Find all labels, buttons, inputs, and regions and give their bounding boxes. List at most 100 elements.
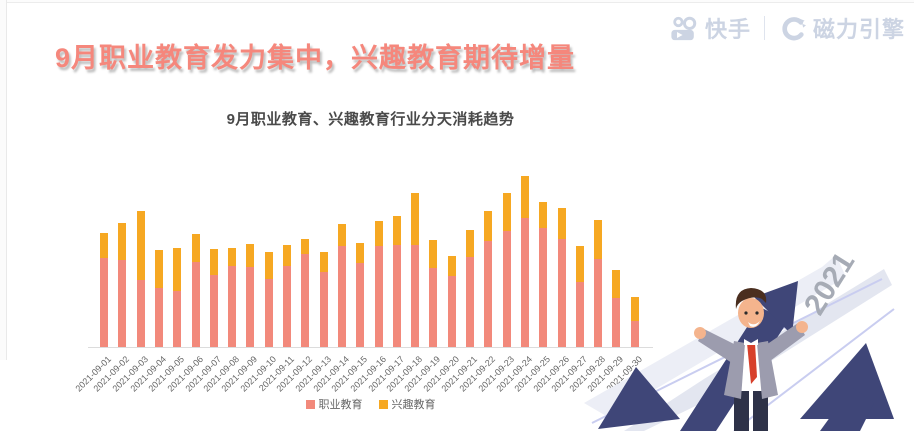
bar-segment bbox=[374, 246, 383, 347]
bar-segment bbox=[173, 248, 182, 291]
legend-item: 兴趣教育 bbox=[378, 396, 436, 412]
bar-segment bbox=[136, 280, 145, 347]
bar-stack bbox=[100, 233, 108, 347]
bar-segment bbox=[264, 279, 273, 347]
bar-stack bbox=[209, 249, 218, 347]
legend-swatch bbox=[305, 399, 315, 409]
bar-segment bbox=[209, 249, 218, 275]
legend-swatch bbox=[378, 399, 388, 409]
bar-segment bbox=[228, 266, 237, 347]
bar-segment bbox=[100, 258, 108, 347]
bar-segment bbox=[520, 176, 529, 218]
chart-legend: 职业教育 兴趣教育 bbox=[88, 396, 653, 412]
cili-engine-logo-icon bbox=[778, 15, 806, 42]
bar-stack bbox=[228, 248, 237, 347]
bar-segment bbox=[228, 248, 237, 266]
bar-segment bbox=[356, 263, 365, 347]
bar-segment bbox=[594, 220, 603, 259]
bar-segment bbox=[319, 272, 328, 347]
navy-arrow-right-shaft bbox=[820, 387, 874, 431]
bar-segment bbox=[557, 208, 566, 239]
bar-segment bbox=[630, 297, 639, 321]
bar-segment bbox=[264, 252, 273, 279]
brand-bar: 快手 磁力引擎 bbox=[670, 13, 905, 43]
bar-segment bbox=[594, 259, 603, 347]
bar-segment bbox=[173, 291, 182, 347]
slide-left-edge bbox=[0, 0, 7, 360]
growth-illustration: 2021 bbox=[584, 251, 895, 431]
bar-stack bbox=[411, 193, 420, 347]
bar-stack bbox=[246, 244, 255, 347]
navy-arrow-right bbox=[800, 343, 894, 419]
bar-segment bbox=[612, 298, 621, 347]
bar-segment bbox=[246, 267, 255, 347]
bar-stack bbox=[301, 239, 310, 347]
bar-stack bbox=[283, 245, 291, 347]
bar-segment bbox=[118, 223, 127, 260]
bar-segment bbox=[301, 254, 310, 347]
bar-stack bbox=[374, 221, 383, 347]
bar-stack bbox=[594, 220, 603, 347]
bar-stack bbox=[136, 211, 145, 347]
bar-stack bbox=[575, 246, 584, 347]
kuaishou-logo-icon bbox=[670, 15, 698, 42]
bar-segment bbox=[100, 233, 108, 258]
bar-stack bbox=[429, 240, 438, 347]
bar-segment bbox=[154, 288, 163, 347]
navy-arrow-head bbox=[754, 281, 798, 335]
bar-segment bbox=[575, 246, 584, 282]
bar-stack bbox=[484, 211, 493, 347]
bar-segment bbox=[557, 239, 566, 347]
bar-stack bbox=[612, 270, 621, 347]
cili-engine-label: 磁力引擎 bbox=[812, 17, 905, 42]
brand-divider bbox=[763, 16, 765, 40]
bar-segment bbox=[539, 228, 548, 347]
bar-stack bbox=[557, 208, 566, 347]
bar-segment bbox=[154, 250, 163, 288]
bar-segment bbox=[191, 262, 200, 347]
bar-segment bbox=[484, 241, 493, 347]
bar-segment bbox=[630, 321, 639, 347]
bar-segment bbox=[429, 240, 438, 268]
bar-segment bbox=[447, 276, 456, 347]
legend-label: 职业教育 bbox=[318, 399, 363, 411]
x-axis-labels: 2021-09-01 2021-09-02 2021-09-03 2021-09-04… bbox=[73, 348, 653, 400]
bar-segment bbox=[539, 202, 548, 228]
bar-segment bbox=[429, 268, 438, 347]
bar-stack bbox=[264, 252, 273, 347]
bar-segment bbox=[392, 245, 401, 347]
bar-segment bbox=[502, 231, 511, 347]
bar-segment bbox=[136, 211, 145, 280]
bar-segment bbox=[411, 245, 420, 347]
bar-segment bbox=[301, 239, 310, 254]
bar-segment bbox=[466, 230, 474, 257]
bar-segment bbox=[466, 257, 474, 347]
bar-stack bbox=[630, 297, 639, 347]
bar-segment bbox=[356, 243, 365, 263]
bar-segment bbox=[246, 244, 255, 267]
bar-segment bbox=[484, 211, 493, 241]
bar-segment bbox=[374, 221, 383, 246]
bar-stack bbox=[173, 248, 182, 347]
businessman-figure bbox=[694, 288, 808, 431]
bar-segment bbox=[575, 282, 584, 347]
bar-segment bbox=[283, 245, 291, 266]
bar-stack bbox=[356, 243, 365, 347]
plot-area bbox=[88, 152, 653, 348]
bar-stack bbox=[154, 250, 163, 347]
slide-top-edge bbox=[0, 0, 914, 3]
bar-segment bbox=[118, 260, 127, 347]
bar-segment bbox=[392, 216, 401, 245]
bar-stack bbox=[539, 202, 548, 347]
bar-segment bbox=[283, 266, 291, 347]
page-title: 9月职业教育发力集中，兴趣教育期待增量 bbox=[55, 43, 576, 73]
bar-segment bbox=[337, 246, 346, 347]
legend-label: 兴趣教育 bbox=[391, 399, 436, 411]
bar-stack bbox=[337, 224, 346, 347]
bar-stack bbox=[520, 176, 529, 347]
bar-segment bbox=[191, 234, 200, 262]
bar-segment bbox=[447, 256, 456, 276]
bar-stack bbox=[319, 252, 328, 347]
bar-segment bbox=[337, 224, 346, 246]
